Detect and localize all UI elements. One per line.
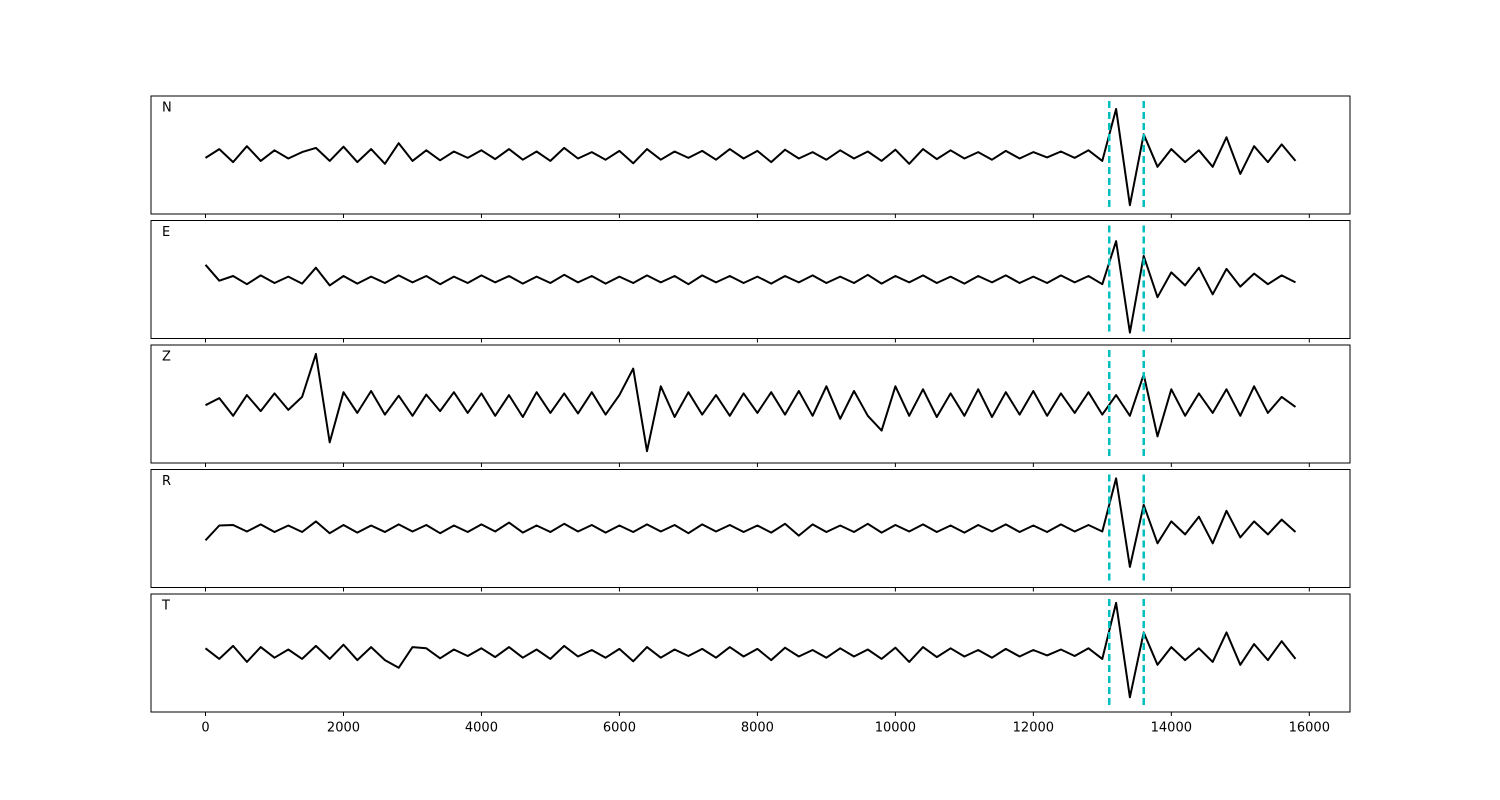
channel-label: E: [162, 225, 170, 240]
panel-frame: [150, 220, 1351, 339]
panel-frame: [150, 344, 1351, 464]
trace: [204, 477, 1297, 568]
trace: [205, 352, 1297, 453]
x-tick-label: 8000: [741, 721, 774, 736]
channel-label: T: [161, 599, 170, 614]
trace: [204, 108, 1297, 207]
x-tick-label: 10000: [875, 721, 916, 736]
x-tick-label: 6000: [603, 721, 636, 736]
x-tick-label: 14000: [1151, 721, 1192, 736]
trace: [204, 601, 1297, 699]
panel-frame: [150, 469, 1351, 588]
panel-frame: [150, 593, 1351, 713]
channel-label: R: [162, 474, 171, 489]
x-tick-label: 0: [201, 721, 209, 736]
panel-frame: [150, 95, 1351, 215]
x-tick-label: 12000: [1013, 721, 1054, 736]
channel-label: Z: [162, 350, 171, 365]
x-tick-label: 4000: [465, 721, 498, 736]
trace: [204, 240, 1296, 334]
x-tick-label: 16000: [1289, 721, 1330, 736]
channel-label: N: [162, 101, 172, 116]
x-tick-label: 2000: [327, 721, 360, 736]
